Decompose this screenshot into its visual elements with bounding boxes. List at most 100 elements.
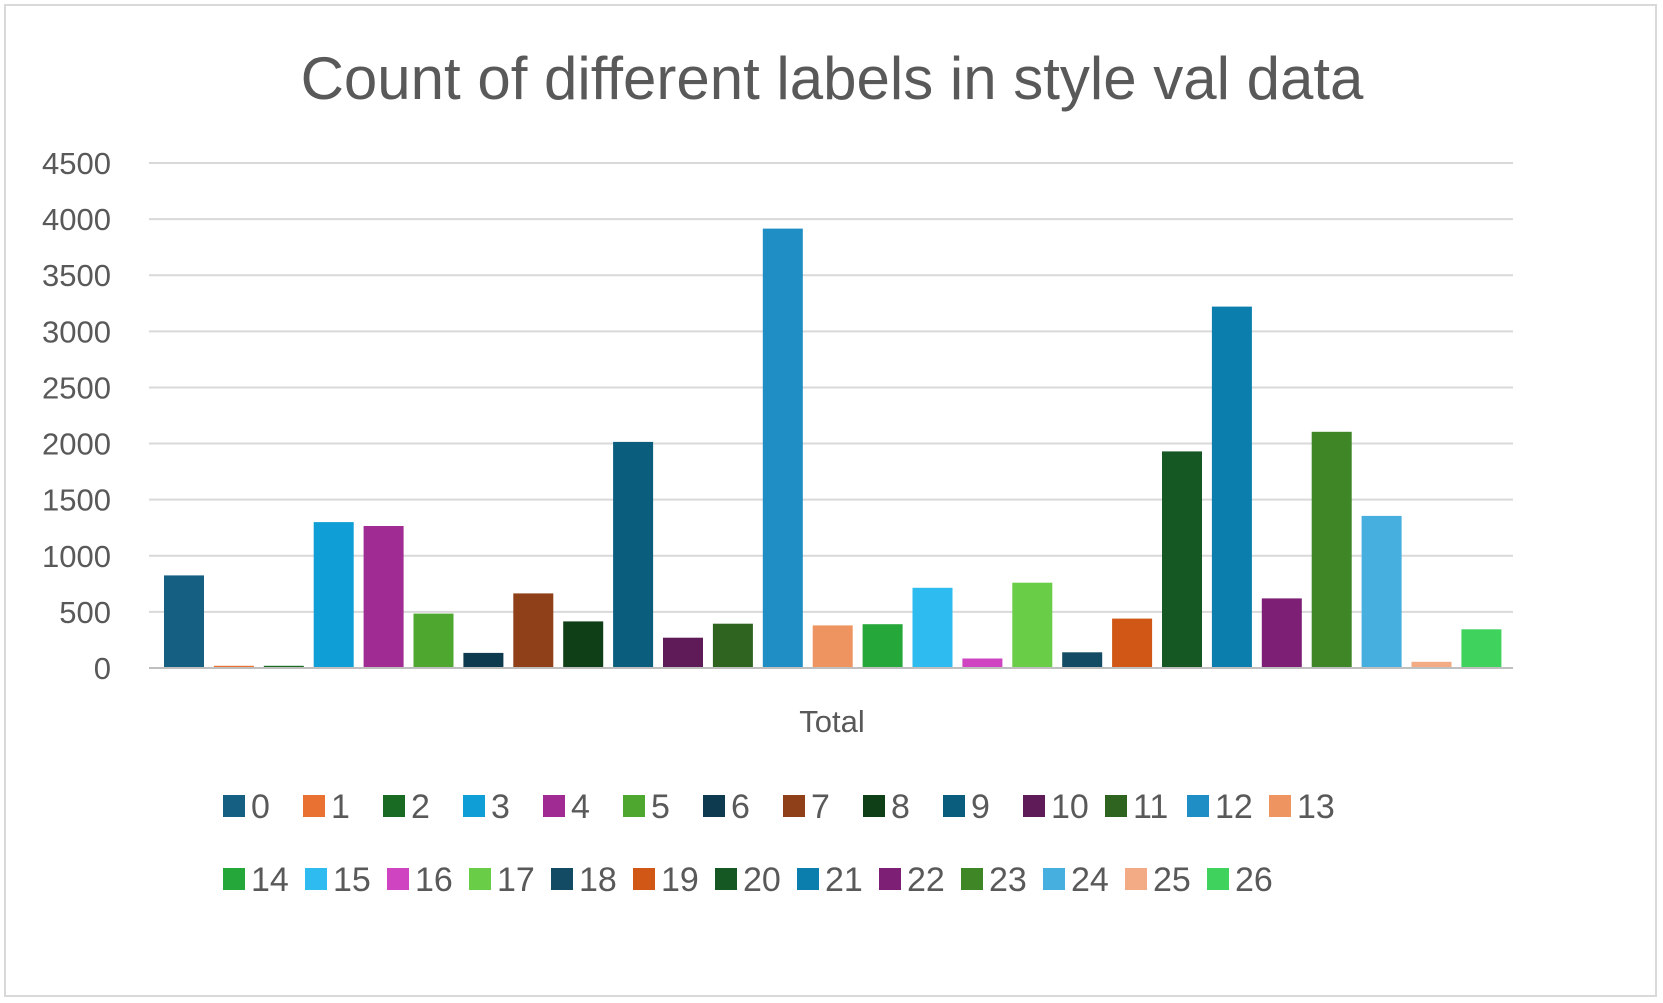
bar-series-23 [1311, 431, 1352, 668]
legend-label: 7 [811, 788, 830, 826]
x-category-label: Total [799, 704, 864, 739]
bar-series-22 [1261, 598, 1302, 668]
legend-entry-0: 0 [223, 788, 270, 826]
legend-label: 5 [651, 788, 670, 826]
legend-label: 19 [661, 861, 699, 899]
legend-entry-5: 5 [623, 788, 670, 826]
legend-label: 26 [1235, 861, 1273, 899]
legend-entry-15: 15 [305, 861, 371, 899]
legend-label: 3 [491, 788, 510, 826]
legend-label: 9 [971, 788, 990, 826]
legend-entry-13: 13 [1269, 788, 1335, 826]
legend-swatch [223, 868, 245, 890]
y-tick-label: 1500 [42, 483, 111, 518]
legend-label: 6 [731, 788, 750, 826]
bar-series-13 [812, 625, 853, 668]
bar-series-7 [513, 593, 554, 668]
legend-label: 0 [251, 788, 270, 826]
y-tick-label: 500 [59, 595, 111, 630]
bar-series-17 [1012, 582, 1053, 668]
bar-series-3 [313, 522, 354, 668]
legend-swatch [633, 868, 655, 890]
legend-label: 4 [571, 788, 590, 826]
legend-entry-2: 2 [383, 788, 430, 826]
bar-series-4 [363, 526, 404, 668]
legend-label: 23 [989, 861, 1027, 899]
y-axis-ticks: 0 500 1000 1500 2000 2500 3000 3500 4000 4500 [42, 146, 111, 686]
bar-chart: Count of different labels in style val d… [42, 45, 1513, 899]
legend-swatch [223, 795, 245, 817]
chart-area: Count of different labels in style val d… [4, 4, 1657, 997]
legend-label: 2 [411, 788, 430, 826]
bar-series-19 [1112, 618, 1153, 668]
bar-series-24 [1361, 515, 1402, 668]
legend-swatch [387, 868, 409, 890]
bar-series-1 [213, 665, 254, 668]
legend-label: 24 [1071, 861, 1109, 899]
legend-swatch [623, 795, 645, 817]
y-tick-label: 2000 [42, 427, 111, 462]
legend-entry-23: 23 [961, 861, 1027, 899]
legend-entry-6: 6 [703, 788, 750, 826]
bar-series-10 [663, 637, 703, 668]
legend-entry-24: 24 [1043, 861, 1109, 899]
bar-series-15 [912, 587, 953, 668]
legend-swatch [703, 795, 725, 817]
bar-series-14 [862, 624, 903, 668]
legend-entry-12: 12 [1187, 788, 1253, 826]
bar-series-2 [263, 665, 304, 668]
legend-entry-14: 14 [223, 861, 289, 899]
legend-label: 22 [907, 861, 945, 899]
bars [164, 228, 1502, 668]
legend-label: 10 [1051, 788, 1089, 826]
legend-entry-19: 19 [633, 861, 699, 899]
y-tick-label: 1000 [42, 539, 111, 574]
legend-swatch [383, 795, 405, 817]
legend-label: 18 [579, 861, 617, 899]
legend-entry-9: 9 [943, 788, 990, 826]
bar-series-26 [1461, 629, 1502, 668]
legend-swatch [303, 795, 325, 817]
legend-swatch [543, 795, 565, 817]
bar-series-0 [164, 575, 204, 668]
legend-label: 13 [1297, 788, 1335, 826]
legend-swatch [305, 868, 327, 890]
legend-entry-4: 4 [543, 788, 590, 826]
legend-swatch [943, 795, 965, 817]
legend-swatch [1207, 868, 1229, 890]
legend-label: 25 [1153, 861, 1191, 899]
legend-entry-16: 16 [387, 861, 453, 899]
bar-series-20 [1162, 451, 1202, 668]
legend-entry-20: 20 [715, 861, 781, 899]
legend-swatch [863, 795, 885, 817]
legend-swatch [463, 795, 485, 817]
y-tick-label: 4000 [42, 202, 111, 237]
legend-swatch [1187, 795, 1209, 817]
legend-entry-18: 18 [551, 861, 617, 899]
legend-entry-17: 17 [469, 861, 535, 899]
legend-swatch [961, 868, 983, 890]
legend-swatch [783, 795, 805, 817]
legend-swatch [469, 868, 491, 890]
legend-swatch [551, 868, 573, 890]
legend-swatch [1125, 868, 1147, 890]
legend-entry-3: 3 [463, 788, 510, 826]
bar-series-25 [1411, 661, 1452, 668]
legend-label: 17 [497, 861, 535, 899]
bar-series-21 [1211, 306, 1252, 668]
y-tick-label: 3000 [42, 314, 111, 349]
legend-label: 8 [891, 788, 910, 826]
legend-swatch [715, 868, 737, 890]
bar-series-16 [962, 658, 1003, 668]
legend-entry-10: 10 [1023, 788, 1089, 826]
legend-label: 20 [743, 861, 781, 899]
y-tick-label: 3500 [42, 258, 111, 293]
legend-swatch [879, 868, 901, 890]
legend-entry-25: 25 [1125, 861, 1191, 899]
chart-title: Count of different labels in style val d… [301, 45, 1364, 112]
legend-entry-22: 22 [879, 861, 945, 899]
legend-entry-7: 7 [783, 788, 830, 826]
legend-entry-26: 26 [1207, 861, 1273, 899]
bar-series-8 [563, 621, 604, 668]
